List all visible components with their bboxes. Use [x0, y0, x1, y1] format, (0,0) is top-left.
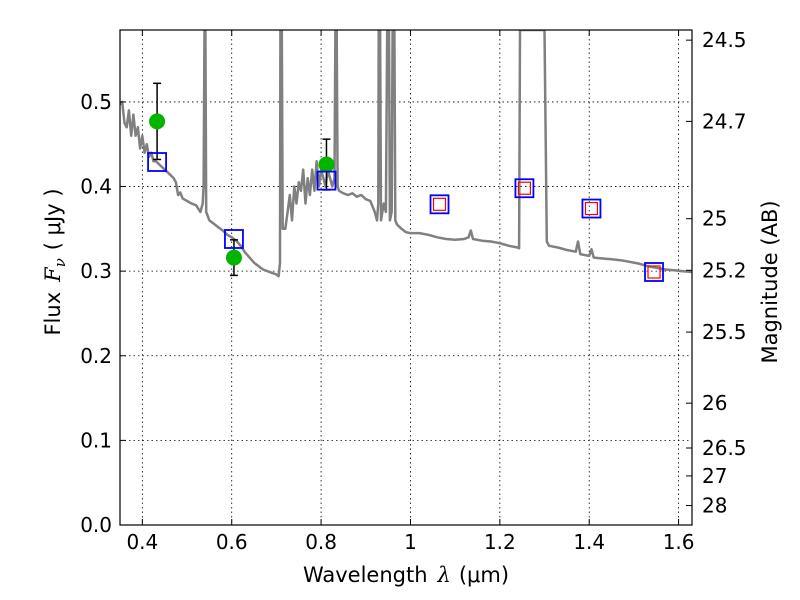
y-axis-label-subscript: ν — [51, 258, 69, 267]
y-axis-label-symbol: F — [41, 266, 65, 283]
right-tick-label: 28 — [702, 494, 727, 518]
model-spectrum — [120, 30, 692, 278]
y-tick-label: 0.2 — [80, 344, 112, 368]
red-square-marker — [517, 181, 532, 195]
y-axis-label-unit: ( μJy ) — [41, 188, 65, 250]
blue-square-marker — [429, 194, 450, 215]
x-tick-label: 0.6 — [216, 530, 248, 554]
x-tick-label: 0.4 — [126, 530, 158, 554]
y-axis-label-text: Flux — [41, 292, 65, 336]
x-axis-label-symbol: λ — [437, 563, 451, 587]
right-tick-label: 27 — [702, 464, 727, 488]
axis-ticks: 0.4 0.6 0.8 1 1.2 1.4 1.6 0.0 0.1 0.2 0.3 0.4 0.5 24.… — [80, 28, 746, 554]
plot-frame — [119, 29, 693, 526]
x-tick-label: 1.4 — [573, 530, 605, 554]
red-square-marker — [647, 265, 661, 279]
right-tick-label: 26.5 — [702, 436, 747, 460]
y-axis-label: Flux Fν ( μJy ) — [41, 188, 69, 335]
blue-square-marker — [147, 152, 167, 172]
y-tick-label: 0.0 — [80, 513, 112, 537]
y-tick-label: 0.5 — [80, 90, 112, 114]
right-axis-label: Magnitude (AB) — [758, 200, 782, 363]
y-tick-label: 0.1 — [80, 428, 112, 452]
right-tick-label: 25.2 — [702, 258, 747, 282]
blue-square-marker — [514, 178, 535, 199]
model-spectrum-line — [120, 30, 692, 278]
x-tick-label: 0.8 — [305, 530, 337, 554]
observed-flux-point — [149, 113, 166, 130]
x-tick-label: 1 — [404, 530, 417, 554]
right-tick-label: 24.5 — [702, 28, 747, 52]
right-tick-label: 26 — [702, 391, 727, 415]
observed-flux-point — [225, 249, 242, 266]
blue-square-marker — [224, 229, 244, 249]
right-tick-label: 25.5 — [702, 320, 747, 344]
x-axis-label: Wavelength λ (μm) — [303, 563, 509, 587]
red-square-marker — [584, 201, 599, 216]
right-tick-label: 24.7 — [702, 109, 747, 133]
x-axis-label-unit: (μm) — [459, 563, 509, 587]
right-tick-label: 25 — [702, 207, 727, 231]
x-tick-label: 1.2 — [484, 530, 516, 554]
blue-square-marker — [644, 262, 664, 282]
y-tick-label: 0.4 — [80, 175, 112, 199]
x-axis-label-text: Wavelength — [303, 563, 428, 587]
y-tick-label: 0.3 — [80, 259, 112, 283]
observed-flux-point — [318, 156, 335, 173]
x-tick-label: 1.6 — [663, 530, 695, 554]
red-square-marker — [432, 197, 447, 211]
photometry-points — [147, 82, 664, 282]
blue-square-marker — [316, 170, 337, 191]
grid-lines — [120, 30, 692, 526]
blue-square-marker — [581, 198, 602, 219]
